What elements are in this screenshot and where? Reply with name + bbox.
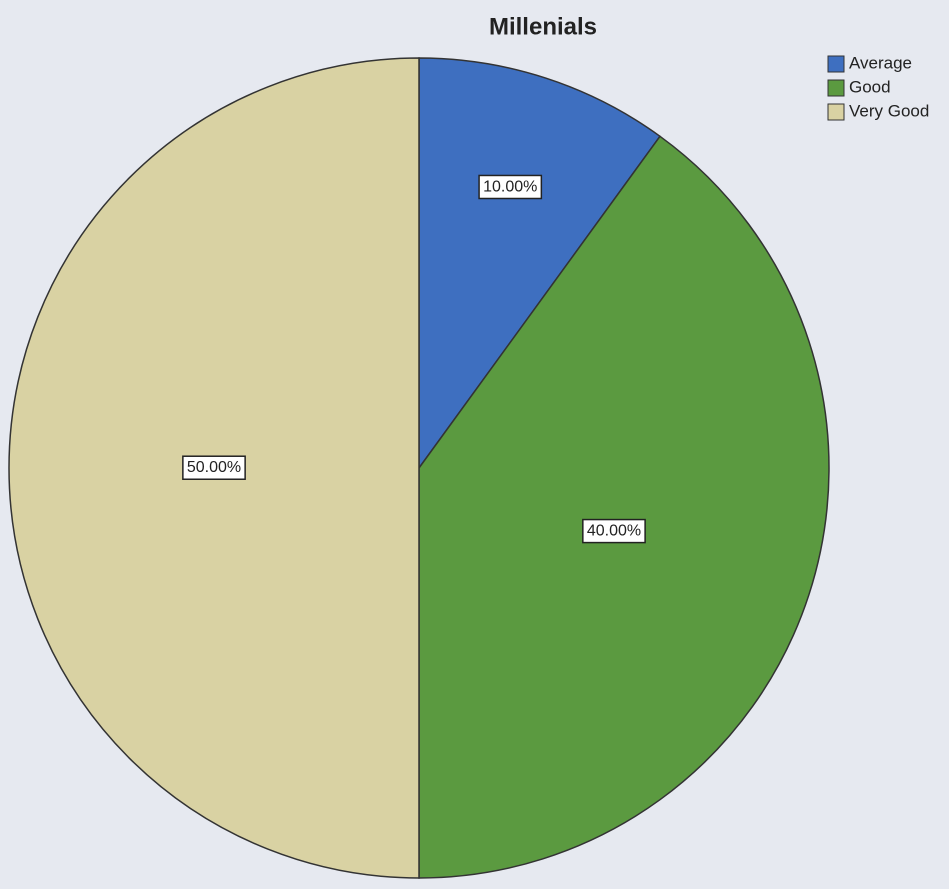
data-label-box <box>478 174 543 200</box>
legend-swatch <box>827 79 845 97</box>
data-label-box <box>582 518 646 544</box>
legend-label: Very Good <box>849 101 929 120</box>
data-label: 50.00% <box>187 459 241 476</box>
legend-swatch <box>827 103 845 121</box>
data-label: 10.00% <box>483 178 537 195</box>
pie-slice <box>418 135 830 879</box>
pie-slice <box>418 57 662 471</box>
data-label: 40.00% <box>587 523 641 540</box>
legend-swatch <box>827 55 845 73</box>
data-label-box <box>182 455 246 480</box>
legend-label: Average <box>849 53 912 72</box>
chart-title: Millenials <box>489 13 597 40</box>
legend-label: Good <box>849 77 891 96</box>
